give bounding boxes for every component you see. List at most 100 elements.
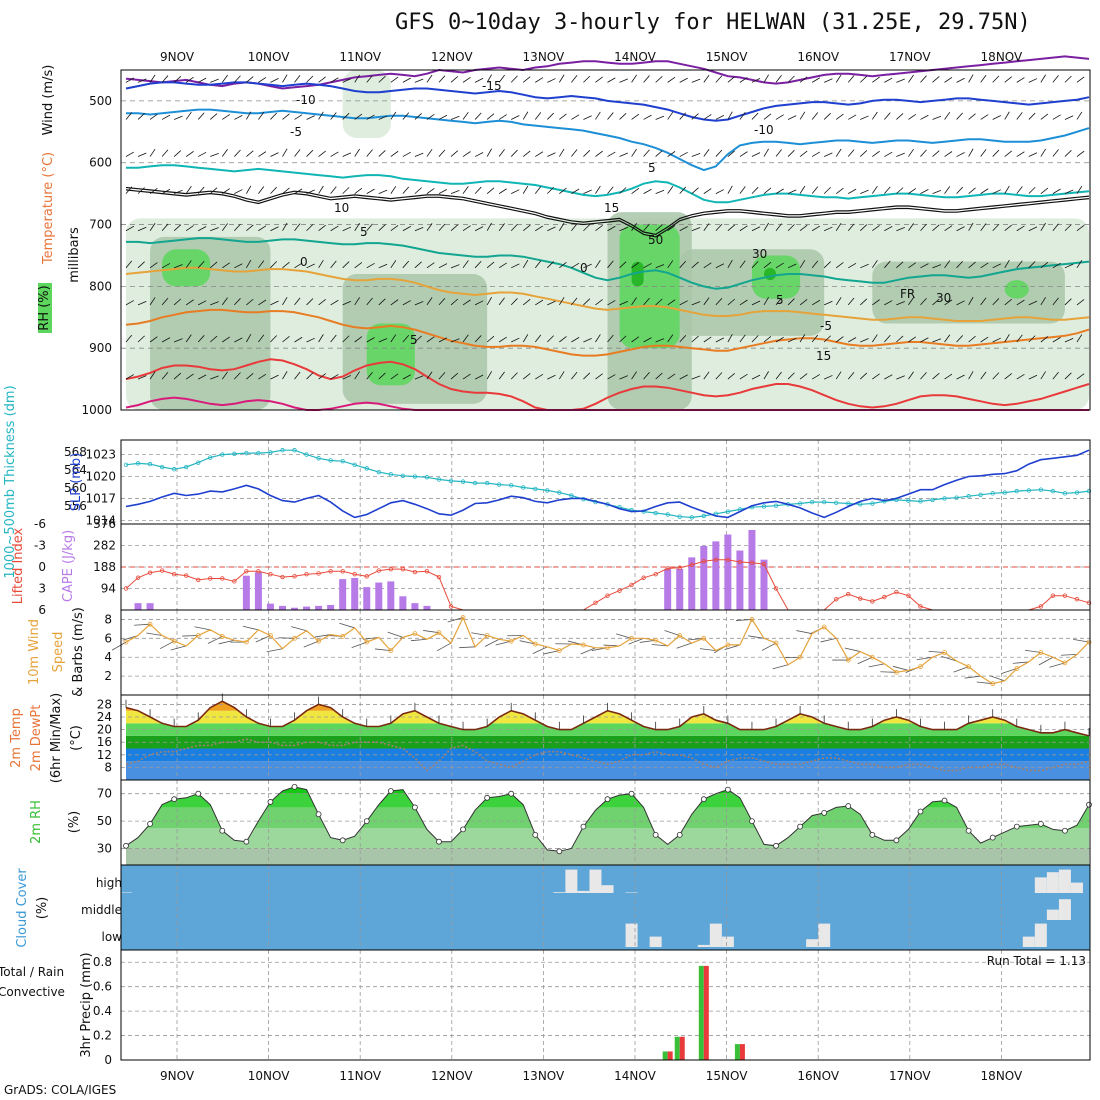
wind10-point: [677, 633, 683, 638]
rh-shading: [751, 255, 801, 299]
wind-barb: [920, 297, 927, 306]
wind-barb: [438, 223, 446, 231]
rh2m-point: [845, 803, 852, 809]
wind-barb: [968, 371, 974, 380]
wind10-point: [1038, 650, 1044, 655]
wind-barb: [848, 262, 857, 269]
rh-legend-swatch: [38, 283, 52, 333]
lifted-index-point: [304, 571, 309, 577]
wind-barb: [571, 337, 580, 343]
wind-barb: [667, 334, 674, 343]
wind-barb: [643, 223, 650, 231]
wind10-barb: [748, 635, 765, 639]
cape-axis-label: CAPE (J/kg): [61, 530, 76, 602]
wind-barb: [378, 338, 388, 343]
wind-barb: [667, 76, 676, 83]
wind-barb: [775, 75, 782, 83]
pressure-tick-label: 700: [89, 218, 112, 232]
wind-barb: [234, 263, 243, 269]
wind-barb: [992, 337, 1001, 343]
wind-barb: [1052, 114, 1061, 120]
cloud-bar-high: [1034, 877, 1047, 893]
wind-barb: [823, 335, 831, 343]
wind-barb: [306, 263, 315, 269]
wind-barb: [1016, 77, 1025, 83]
wind10-point: [821, 624, 827, 630]
wind-barb: [414, 187, 422, 194]
wind-barb: [330, 112, 337, 120]
wind-barb: [137, 261, 145, 269]
wind-barb: [426, 262, 435, 269]
wind10-barb: [207, 636, 223, 644]
wind-barb: [1076, 299, 1085, 306]
wind-barb: [727, 224, 736, 232]
wind-barb: [787, 75, 795, 83]
wind-barb: [559, 336, 567, 343]
wind-barb: [547, 374, 556, 380]
wind-barb: [426, 297, 433, 306]
wind-barb: [511, 189, 520, 194]
thickness-point: [123, 462, 129, 468]
cape-bar: [315, 605, 323, 610]
rh2m-point: [773, 842, 779, 849]
wind-barb: [294, 262, 303, 269]
wind-barb: [402, 374, 411, 380]
rh2m-tick-label: 30: [97, 842, 112, 856]
wind-barb: [246, 259, 252, 269]
wind-barb: [210, 187, 218, 194]
wind-barb: [763, 371, 769, 380]
wind-barb: [860, 263, 869, 269]
cape-bar: [303, 606, 311, 610]
wind-barb: [210, 113, 218, 120]
wind-barb: [510, 223, 518, 232]
wind10-barb: [880, 671, 897, 673]
wind-barb: [631, 262, 640, 269]
wind-barb: [402, 334, 410, 343]
wind10-point: [918, 664, 923, 670]
wind-barb: [522, 111, 529, 120]
rh2m-point: [821, 810, 828, 816]
wind-barb: [715, 372, 723, 380]
temp2m-tick-label: 20: [97, 723, 112, 737]
rh-axis-label: RH (%): [37, 285, 52, 330]
wind-barb: [872, 225, 880, 232]
wind-barb: [583, 372, 591, 380]
wind-barb: [571, 188, 580, 194]
wind-barb: [559, 261, 567, 269]
lifted-index-point: [424, 569, 430, 574]
wind-barb: [486, 148, 492, 157]
wind-barb: [715, 223, 723, 232]
wind-barb: [522, 373, 531, 380]
wind-barb: [571, 297, 578, 306]
wind-barb: [510, 75, 518, 83]
wind10-point: [340, 634, 346, 639]
wind-barb: [823, 261, 831, 269]
lifted-index-point: [1062, 593, 1068, 598]
wind-barb: [932, 264, 942, 269]
wind-barb: [775, 114, 784, 120]
wind-barb: [932, 298, 940, 306]
rh-shading: [342, 70, 391, 138]
lifted-index-point: [1038, 604, 1044, 609]
rh2m-point: [147, 820, 153, 827]
wind-barb: [390, 150, 399, 157]
wind-barb: [799, 299, 808, 306]
wind-barb: [221, 74, 228, 83]
wind10-barb: [844, 647, 861, 652]
wind-barb: [763, 187, 772, 194]
thickness-point: [797, 501, 803, 506]
wind-barb: [1016, 334, 1023, 343]
wind-barb: [173, 224, 182, 232]
wind-barb: [522, 150, 531, 157]
cloud-bar-high: [1070, 882, 1083, 893]
wind-barb: [354, 336, 363, 343]
wind-barb: [824, 300, 833, 306]
wind-barb: [980, 149, 987, 157]
wind-barb: [414, 335, 422, 343]
freezing-level-line: [125, 189, 1090, 238]
wind-barb: [980, 262, 989, 269]
wind-barb: [354, 74, 360, 83]
wind-barb: [968, 148, 974, 157]
wind-barb: [992, 298, 1000, 306]
wind-barb: [655, 76, 663, 83]
